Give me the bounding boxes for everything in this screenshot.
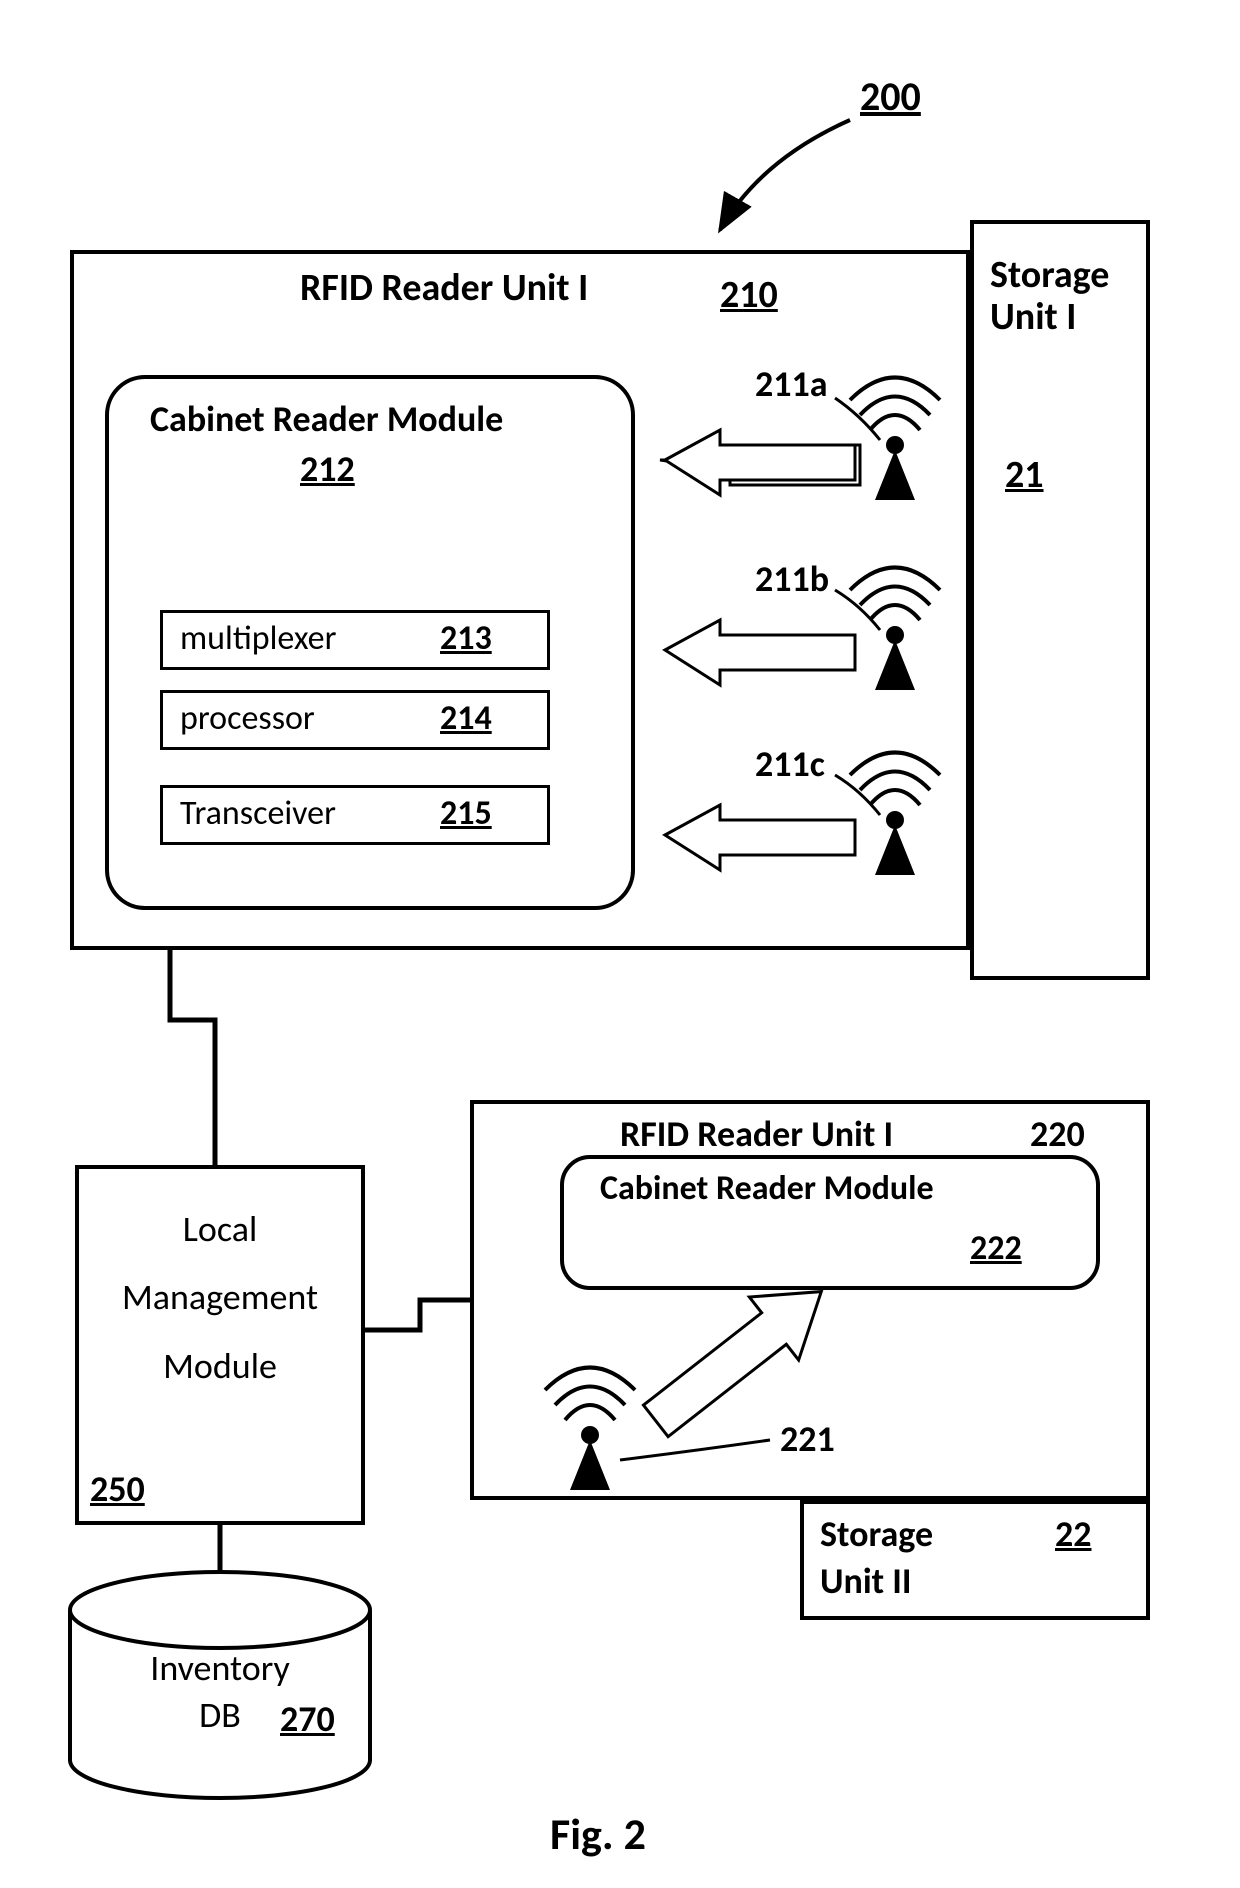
figure-caption: Fig. 2 — [550, 1810, 646, 1858]
antenna-211c-label: 211c — [755, 745, 825, 785]
multiplexer-label: multiplexer — [180, 620, 336, 657]
rfid-unit-2-label: RFID Reader Unit I — [620, 1115, 893, 1155]
ref-200: 200 — [860, 75, 921, 119]
antenna-211a-label: 211a — [755, 365, 828, 405]
cabinet-reader-module-1-label: Cabinet Reader Module — [150, 400, 503, 440]
storage-unit-1-label: Storage Unit I — [990, 255, 1109, 339]
rfid-unit-1-label: RFID Reader Unit I — [300, 268, 588, 310]
storage-unit-2-num: 22 — [1055, 1515, 1092, 1555]
antenna-211b-label: 211b — [755, 560, 829, 600]
processor-label: processor — [180, 700, 315, 737]
figure-canvas: Storage Unit I 21 RFID Reader Unit I 210… — [0, 0, 1240, 1888]
inventory-db-num: 270 — [280, 1700, 335, 1740]
processor-num: 214 — [440, 700, 492, 737]
storage-unit-2-label: Storage — [820, 1515, 933, 1555]
storage-unit-2-label2: Unit II — [820, 1562, 911, 1602]
storage-unit-1-num: 21 — [1005, 455, 1044, 497]
antenna-221-label: 221 — [780, 1420, 835, 1460]
cabinet-reader-module-1-num: 212 — [300, 450, 355, 490]
connector-localmgmt-rfid2 — [365, 1300, 470, 1330]
transceiver-num: 215 — [440, 795, 492, 832]
local-mgmt-num: 250 — [90, 1470, 145, 1510]
cabinet-reader-module-2-num: 222 — [970, 1230, 1022, 1267]
ref-200-arrow — [720, 120, 850, 230]
cabinet-reader-module-2-label: Cabinet Reader Module — [600, 1170, 934, 1207]
rfid-unit-1-num: 210 — [720, 275, 778, 317]
local-mgmt-label: Local Management Module — [95, 1195, 345, 1400]
multiplexer-num: 213 — [440, 620, 492, 657]
rfid-unit-2-num: 220 — [1030, 1115, 1085, 1155]
connector-rfid1-localmgmt — [170, 950, 215, 1165]
transceiver-label: Transceiver — [180, 795, 336, 832]
